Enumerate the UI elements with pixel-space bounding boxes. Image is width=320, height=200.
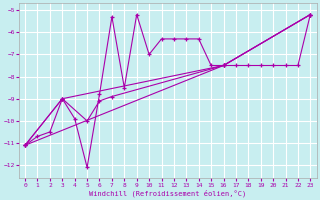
X-axis label: Windchill (Refroidissement éolien,°C): Windchill (Refroidissement éolien,°C) (89, 189, 246, 197)
